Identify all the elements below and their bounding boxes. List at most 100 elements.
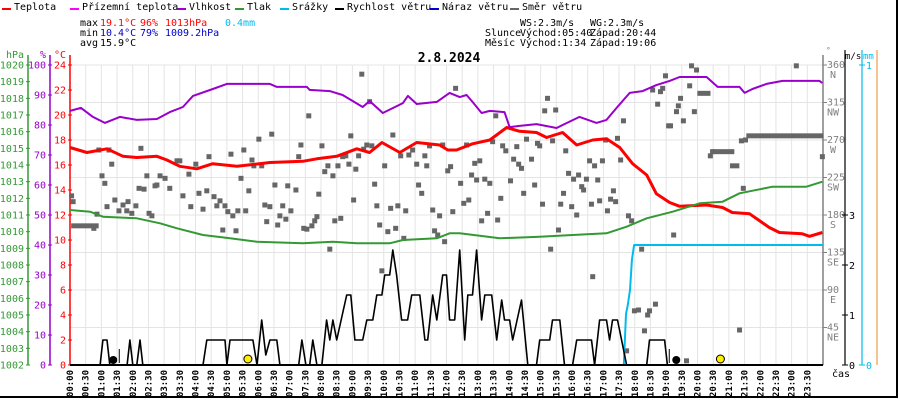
wind-direction-point [288,208,294,214]
x-tick-label: 08:30 [333,370,343,397]
legend-label: Srážky [292,2,329,13]
wind-direction-point [707,153,713,159]
legend-label: Vlhkost [189,2,232,13]
dir-tick-label: 225 [827,173,845,184]
wind-direction-point [398,153,404,159]
x-tick-label: 01:30 [113,370,123,397]
wind-direction-point [532,182,538,188]
sun-set-time: Západ:20:44 [590,28,657,39]
wind-direction-point [70,199,76,205]
x-tick-label: 19:00 [662,370,672,397]
dir-tick-label: 180 [827,210,845,221]
temp-tick-label: 18 [54,136,66,147]
hum-tick-label: 60 [34,181,46,192]
wind-direction-point [200,206,206,212]
wind-direction-point [385,229,391,235]
x-tick-label: 03:30 [176,370,186,397]
x-tick-label: 11:30 [427,370,437,397]
wind-direction-run [746,133,824,139]
wind-direction-point [655,101,661,107]
wind-direction-point [401,235,407,241]
wind-direction-point [490,139,496,145]
wind-direction-point [738,138,744,144]
wind-direction-point [377,222,383,228]
press-tick-label: 1013 [0,177,24,188]
hum-tick-label: 10 [34,331,46,342]
wind-direction-point [558,201,564,207]
x-tick-label: 17:00 [599,370,609,397]
temp-tick-label: 4 [60,311,66,322]
wind-direction-point [550,138,556,144]
wind-direction-point [306,113,312,119]
wind-tick-label: 0 [849,361,855,372]
wind-direction-point [149,213,155,219]
wind-direction-point [819,154,825,160]
wind-direction-point [662,73,668,79]
wind-direction-point [129,210,135,216]
wind-direction-point [283,216,289,222]
x-tick-label: 10:30 [395,370,405,397]
x-tick-label: 20:30 [709,370,719,397]
temp-tick-label: 12 [54,211,66,222]
wind-direction-point [668,123,674,129]
wind-direction-point [599,158,605,164]
temp-axis-unit: °C [54,50,66,61]
wind-direction-point [393,225,399,231]
hum-tick-label: 70 [34,151,46,162]
dir-tick-label: 315 [827,98,845,109]
wind-direction-point [277,213,283,219]
wind-direction-point [620,118,626,124]
wind-direction-point [186,171,192,177]
wind-direction-point [220,227,226,233]
wind-direction-point [361,146,367,152]
wind-direction-run [730,163,740,169]
press-tick-label: 1019 [0,77,24,88]
wind-direction-point [545,95,551,101]
wind-direction-point [442,239,448,245]
legend-swatch [235,8,244,10]
x-tick-label: 13:30 [490,370,500,397]
dir-tick-compass: S [830,220,836,231]
x-tick-label: 23:00 [788,370,798,397]
wind-direction-point [217,198,223,204]
x-tick-label: 15:00 [537,370,547,397]
press-tick-label: 1011 [0,211,24,222]
wind-direction-point [430,207,436,213]
press-tick-label: 1012 [0,194,24,205]
x-tick-label: 02:00 [129,370,139,397]
moon-rise-icon [109,356,118,364]
rain-tick-label: 1 [866,61,872,72]
wind-direction-point [435,232,441,238]
x-axis-label: čas [832,368,850,380]
wind-direction-point [548,246,554,252]
wind-direction-point [388,205,394,211]
x-tick-label: 10:00 [380,370,390,397]
wind-direction-point [374,203,380,209]
wind-direction-point [500,143,506,149]
wind-direction-point [228,151,234,157]
x-tick-label: 04:00 [192,370,202,397]
wind-direction-point [629,218,635,224]
wind-direction-point [188,204,194,210]
wind-direction-point [422,153,428,159]
wind-direction-point [469,172,475,178]
x-tick-label: 16:00 [568,370,578,397]
wind-direction-point [241,147,247,153]
wind-direction-point [351,197,357,203]
wind-direction-point [125,199,131,205]
x-tick-label: 09:00 [348,370,358,397]
legend-label: Tlak [247,2,272,13]
wind-direction-point [340,154,346,160]
stats-max-label: max [80,18,99,29]
wind-direction-point [275,222,281,228]
wind-direction-point [298,142,304,148]
wind-direction-point [264,219,270,225]
wind-direction-point [177,158,183,164]
wind-tick-label: 3 [849,211,855,222]
temp-tick-label: 16 [54,161,66,172]
press-tick-label: 1015 [0,144,24,155]
wind-direction-point [587,158,593,164]
wind-direction-point [272,182,278,188]
wind-direction-point [448,164,454,170]
wind-direction-point [524,136,530,142]
